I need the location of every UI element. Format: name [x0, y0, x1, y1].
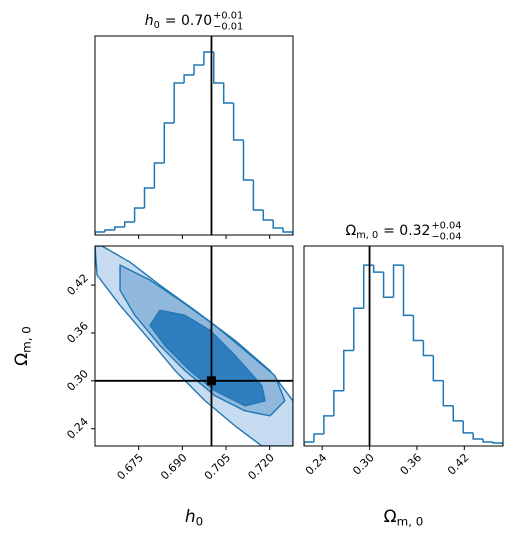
- histogram-step: [442, 380, 454, 407]
- histogram-step: [153, 162, 165, 188]
- histogram-step: [372, 265, 384, 273]
- histogram-step: [104, 229, 115, 232]
- x-axis-label-symbol: h: [185, 507, 196, 527]
- y-tick-label: 0.36: [64, 319, 91, 346]
- histogram-step: [242, 140, 254, 181]
- histogram-step: [402, 265, 414, 317]
- histogram-step: [95, 231, 105, 235]
- axes-frame: [94, 35, 294, 236]
- histogram-step: [183, 74, 194, 83]
- x-axis-label-symbol-sub: m, 0: [397, 515, 424, 529]
- histogram-step: [163, 122, 175, 163]
- histogram-step: [412, 315, 424, 342]
- histogram-step: [252, 180, 264, 211]
- histogram-step: [472, 432, 484, 440]
- histogram-step: [313, 433, 324, 442]
- histogram-step: [343, 349, 354, 391]
- panel-title-symbol-sub: m, 0: [356, 230, 378, 241]
- panel-title-symbol: Ω: [345, 223, 356, 239]
- histogram-step: [272, 220, 284, 229]
- histogram-step: [462, 420, 474, 434]
- histogram-step: [492, 441, 503, 446]
- x-axis-label-symbol-sub: 0: [196, 515, 204, 529]
- histogram-step: [133, 207, 145, 222]
- panel-title-symbol: h: [145, 13, 154, 29]
- panel-title-value: = 0.32: [383, 223, 430, 239]
- histogram-step: [232, 103, 244, 141]
- y-axis-label: Ωm, 0: [12, 326, 34, 366]
- histogram-step: [482, 438, 494, 443]
- plot-area: [95, 246, 293, 446]
- histogram-step: [213, 52, 224, 84]
- histogram-step: [392, 264, 404, 298]
- x-tick-label: 0.24: [303, 451, 330, 478]
- axes-frame: [303, 245, 504, 447]
- histogram-step: [123, 221, 135, 227]
- histogram-step: [323, 415, 334, 434]
- y-tick-label: 0.42: [64, 271, 91, 298]
- panel-title-plus: +0.01: [213, 11, 243, 22]
- histogram-step: [193, 64, 204, 75]
- histogram-step: [143, 187, 155, 208]
- contour-level: [149, 309, 266, 407]
- y-axis-label-symbol: Ω: [12, 353, 32, 366]
- histogram-step: [304, 441, 314, 446]
- x-axis-label-symbol: Ω: [384, 507, 397, 527]
- y-axis-label-symbol-sub: m, 0: [20, 326, 34, 353]
- x-tick-label: 0.705: [202, 451, 233, 482]
- plot-area: [304, 246, 503, 446]
- histogram-step: [114, 226, 125, 230]
- panel-title: h 0 = 0.70 +0.01−0.01: [145, 11, 243, 33]
- panel-title-minus: −0.04: [431, 232, 461, 243]
- histogram-step: [262, 210, 274, 221]
- histogram-step: [432, 355, 444, 382]
- histogram-step: [282, 228, 293, 235]
- x-tick-label: 0.690: [158, 451, 189, 482]
- panel-title-value: = 0.70: [165, 13, 212, 29]
- histogram-step: [203, 51, 214, 65]
- x-tick-label: 0.720: [245, 451, 276, 482]
- histogram-step: [452, 405, 464, 422]
- histogram-step: [353, 307, 364, 351]
- histogram-step: [422, 340, 434, 357]
- histogram-step: [382, 272, 394, 299]
- y-tick-label: 0.30: [64, 367, 91, 394]
- axes-frame: [94, 245, 294, 447]
- panel-title-minus: −0.01: [213, 22, 243, 33]
- x-tick-label: 0.42: [445, 451, 472, 478]
- y-tick-label: 0.24: [64, 415, 91, 442]
- histogram-step: [333, 389, 344, 416]
- histogram-step: [173, 82, 185, 123]
- plot-area: [95, 36, 293, 235]
- x-tick-label: 0.30: [350, 451, 377, 478]
- x-tick-label: 0.36: [398, 451, 425, 478]
- x-tick-label: 0.675: [114, 451, 145, 482]
- panel-title-symbol-sub: 0: [154, 20, 160, 31]
- truth-marker: [206, 376, 216, 386]
- histogram-step: [222, 83, 234, 104]
- panel-title-plus: +0.04: [431, 221, 461, 232]
